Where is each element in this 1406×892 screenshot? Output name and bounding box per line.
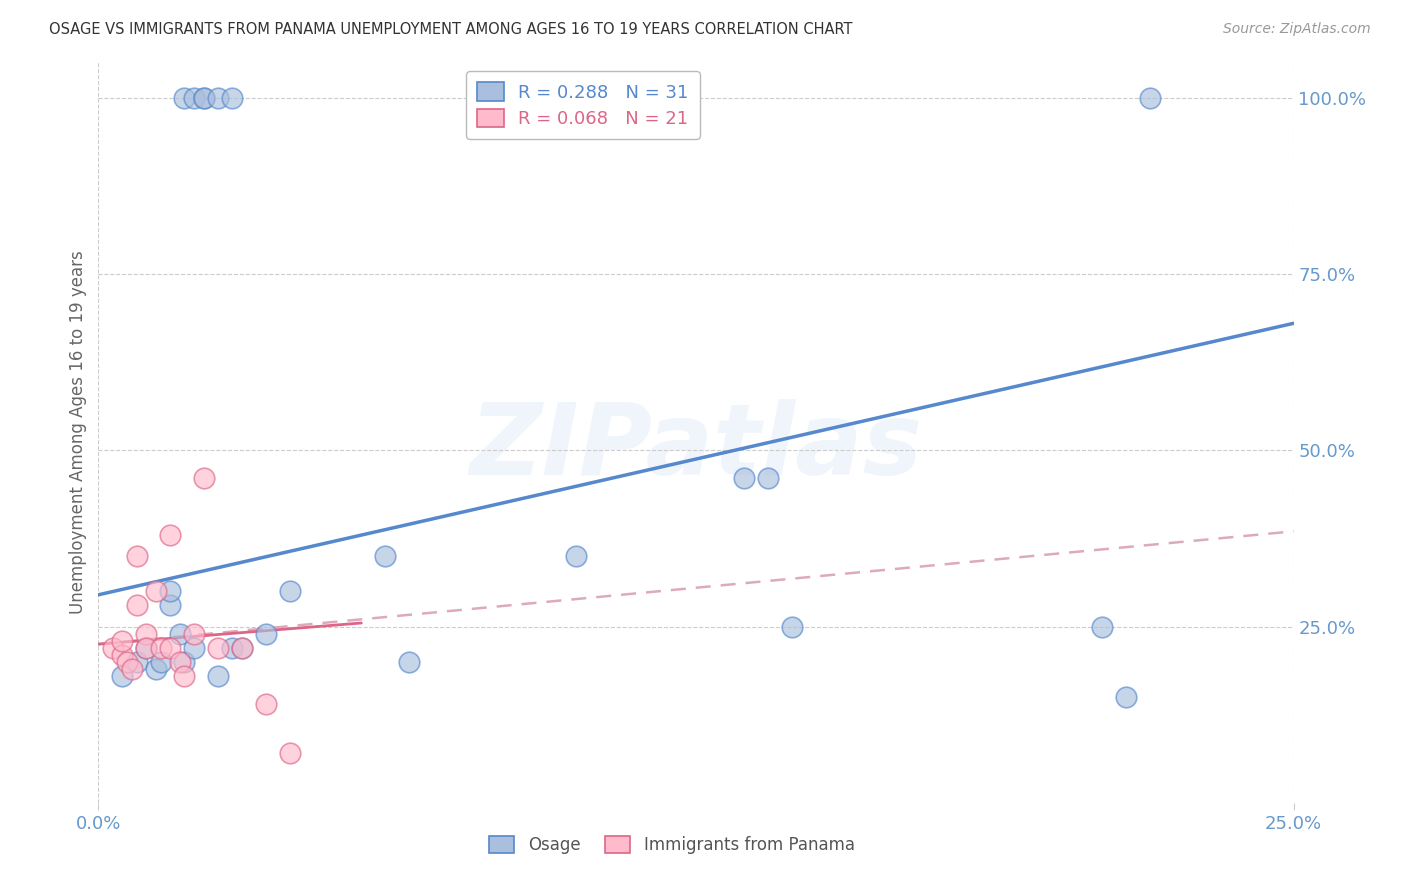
Point xyxy=(207,91,229,105)
Point xyxy=(193,471,215,485)
Text: ZIPatlas: ZIPatlas xyxy=(470,399,922,496)
Text: Source: ZipAtlas.com: Source: ZipAtlas.com xyxy=(1223,22,1371,37)
Y-axis label: Unemployment Among Ages 16 to 19 years: Unemployment Among Ages 16 to 19 years xyxy=(69,251,87,615)
Point xyxy=(374,549,396,563)
Point xyxy=(221,91,243,105)
Point xyxy=(398,655,420,669)
Point xyxy=(159,584,181,599)
Point xyxy=(183,640,205,655)
Point xyxy=(780,619,803,633)
Point xyxy=(149,640,172,655)
Point xyxy=(207,640,229,655)
Point xyxy=(278,747,301,761)
Point xyxy=(1115,690,1137,704)
Point xyxy=(207,669,229,683)
Point xyxy=(221,640,243,655)
Point xyxy=(159,528,181,542)
Point xyxy=(733,471,755,485)
Point xyxy=(115,655,138,669)
Point xyxy=(101,640,124,655)
Point xyxy=(565,91,588,105)
Point xyxy=(145,662,167,676)
Point xyxy=(169,626,191,640)
Point xyxy=(1091,619,1114,633)
Point xyxy=(183,91,205,105)
Point xyxy=(254,626,277,640)
Point xyxy=(254,697,277,711)
Point xyxy=(135,640,157,655)
Point xyxy=(231,640,253,655)
Point xyxy=(169,655,191,669)
Point xyxy=(135,626,157,640)
Point xyxy=(125,655,148,669)
Point xyxy=(159,640,181,655)
Point xyxy=(756,471,779,485)
Text: OSAGE VS IMMIGRANTS FROM PANAMA UNEMPLOYMENT AMONG AGES 16 TO 19 YEARS CORRELATI: OSAGE VS IMMIGRANTS FROM PANAMA UNEMPLOY… xyxy=(49,22,852,37)
Legend: Osage, Immigrants from Panama: Osage, Immigrants from Panama xyxy=(482,830,862,861)
Point xyxy=(565,549,588,563)
Point xyxy=(135,640,157,655)
Point xyxy=(111,648,134,662)
Point xyxy=(193,91,215,105)
Point xyxy=(121,662,143,676)
Point xyxy=(231,640,253,655)
Point xyxy=(173,655,195,669)
Point xyxy=(125,599,148,613)
Point xyxy=(125,549,148,563)
Point xyxy=(111,669,134,683)
Point xyxy=(1139,91,1161,105)
Point xyxy=(278,584,301,599)
Point xyxy=(183,626,205,640)
Point xyxy=(111,633,134,648)
Point xyxy=(193,91,215,105)
Point xyxy=(145,584,167,599)
Point xyxy=(149,655,172,669)
Point xyxy=(173,91,195,105)
Point xyxy=(159,599,181,613)
Point xyxy=(173,669,195,683)
